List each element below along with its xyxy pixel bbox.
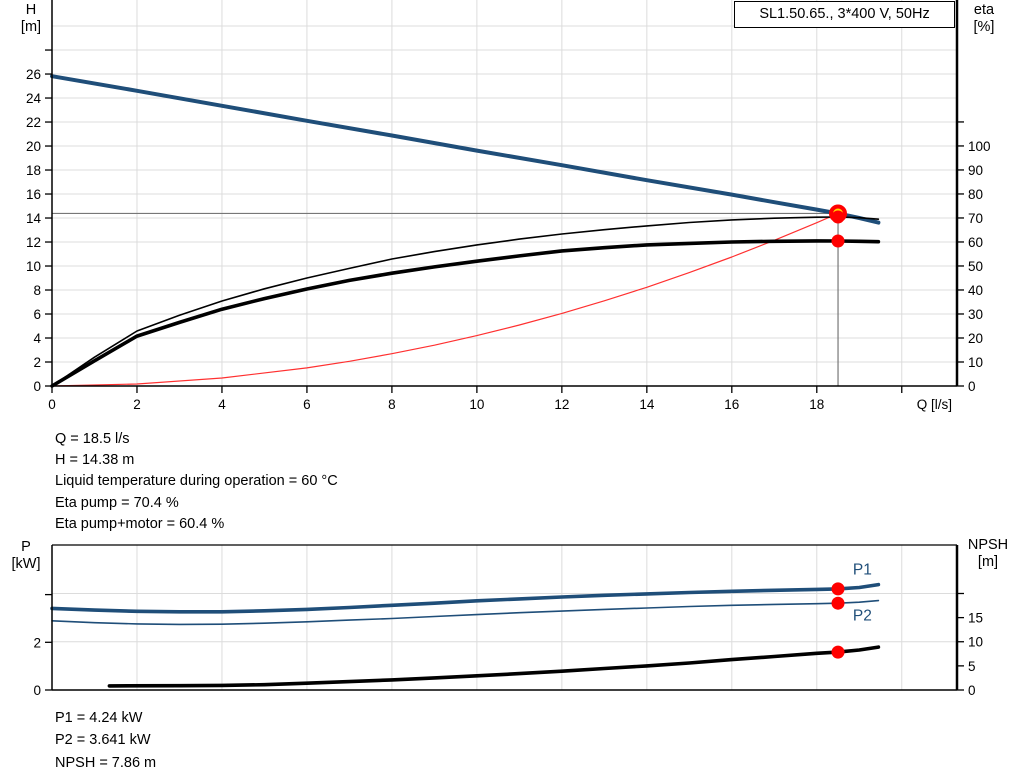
marker-npsh-operating-point[interactable] bbox=[831, 645, 845, 659]
pump-type-label: SL1.50.65., 3*400 V, 50Hz bbox=[759, 6, 930, 22]
annotation-p2: P2 bbox=[853, 607, 872, 624]
duty-point-readouts: Q = 18.5 l/s H = 14.38 m Liquid temperat… bbox=[55, 429, 338, 535]
head-axis-unit: [m] bbox=[20, 19, 42, 35]
readout-eta-pump: Eta pump = 70.4 % bbox=[55, 494, 179, 511]
eta-axis-symbol: eta bbox=[973, 2, 995, 18]
left-tick-label: 0 bbox=[33, 683, 41, 698]
right-tick-label: 5 bbox=[968, 659, 976, 674]
left-tick-label: 6 bbox=[33, 307, 41, 322]
right-tick-label: 0 bbox=[968, 379, 976, 394]
power-axis-symbol: P bbox=[21, 539, 31, 555]
right-tick-label: 70 bbox=[968, 211, 983, 226]
right-tick-label: 15 bbox=[968, 611, 983, 626]
marker-p1-operating-point[interactable] bbox=[831, 582, 845, 596]
right-tick-label: 50 bbox=[968, 259, 983, 274]
marker-eta-pump-motor-operating-point[interactable] bbox=[831, 234, 845, 248]
curve-system-curve[interactable] bbox=[51, 212, 839, 387]
x-tick-label: 6 bbox=[303, 397, 311, 412]
npsh-axis-title: NPSH [m] bbox=[956, 537, 1020, 571]
power-axis-unit: [kW] bbox=[11, 556, 41, 572]
head-axis-title: H [m] bbox=[10, 2, 52, 36]
readout-eta-pump-motor: Eta pump+motor = 60.4 % bbox=[55, 515, 225, 532]
left-tick-label: 4 bbox=[33, 331, 41, 346]
eta-axis-unit: [%] bbox=[973, 19, 995, 35]
readout-npsh: NPSH = 7.86 m bbox=[55, 754, 157, 771]
left-tick-label: 0 bbox=[33, 379, 41, 394]
left-tick-label: 20 bbox=[26, 139, 41, 154]
right-tick-label: 10 bbox=[968, 635, 983, 650]
x-tick-label: 12 bbox=[554, 397, 569, 412]
x-tick-label: 0 bbox=[48, 397, 56, 412]
left-tick-label: 2 bbox=[33, 355, 41, 370]
readout-liquid-temperature: Liquid temperature during operation = 60… bbox=[55, 473, 338, 490]
marker-p2-operating-point[interactable] bbox=[831, 596, 845, 610]
left-tick-label: 8 bbox=[33, 283, 41, 298]
eta-axis-title: eta [%] bbox=[961, 2, 1007, 36]
left-tick-label: 26 bbox=[26, 67, 41, 82]
power-axis-title: P [kW] bbox=[2, 539, 50, 573]
right-tick-label: 80 bbox=[968, 187, 983, 202]
curve-eta-pump[interactable] bbox=[51, 216, 880, 387]
curve-npsh[interactable] bbox=[107, 645, 881, 688]
readout-p1: P1 = 4.24 kW bbox=[55, 710, 143, 726]
readout-head: H = 14.38 m bbox=[55, 452, 135, 469]
x-tick-label: 16 bbox=[724, 397, 739, 412]
curve-power-p2[interactable] bbox=[51, 599, 880, 626]
curve-power-p1[interactable] bbox=[50, 582, 881, 614]
pump-type-legend: SL1.50.65., 3*400 V, 50Hz bbox=[734, 1, 955, 28]
left-tick-label: 18 bbox=[26, 163, 41, 178]
npsh-axis-symbol: NPSH bbox=[967, 537, 1009, 553]
curve-eta-pump-motor[interactable] bbox=[50, 239, 881, 388]
x-axis-label: Q [l/s] bbox=[917, 397, 952, 412]
marker-eta-pump-operating-point[interactable] bbox=[831, 210, 845, 224]
left-tick-label: 2 bbox=[33, 635, 41, 650]
right-tick-label: 60 bbox=[968, 235, 983, 250]
right-tick-label: 10 bbox=[968, 355, 983, 370]
readout-flow: Q = 18.5 l/s bbox=[55, 431, 130, 447]
npsh-axis-unit: [m] bbox=[977, 554, 999, 570]
readout-p2: P2 = 3.641 kW bbox=[55, 732, 151, 749]
x-tick-label: 10 bbox=[469, 397, 484, 412]
right-tick-label: 90 bbox=[968, 163, 983, 178]
right-tick-label: 20 bbox=[968, 331, 983, 346]
right-tick-label: 100 bbox=[968, 139, 991, 154]
x-tick-label: 4 bbox=[218, 397, 226, 412]
x-tick-label: 8 bbox=[388, 397, 396, 412]
head-axis-symbol: H bbox=[25, 2, 37, 18]
left-tick-label: 16 bbox=[26, 187, 41, 202]
left-tick-label: 10 bbox=[26, 259, 41, 274]
annotation-p1: P1 bbox=[853, 561, 872, 578]
right-tick-label: 0 bbox=[968, 683, 976, 698]
left-tick-label: 14 bbox=[26, 211, 42, 226]
x-tick-label: 2 bbox=[133, 397, 141, 412]
power-npsh-readouts: P1 = 4.24 kW P2 = 3.641 kW NPSH = 7.86 m bbox=[55, 707, 156, 774]
x-tick-label: 14 bbox=[639, 397, 655, 412]
right-tick-label: 40 bbox=[968, 283, 983, 298]
x-tick-label: 18 bbox=[809, 397, 824, 412]
left-tick-label: 22 bbox=[26, 115, 41, 130]
left-tick-label: 12 bbox=[26, 235, 41, 250]
right-tick-label: 30 bbox=[968, 307, 983, 322]
left-tick-label: 24 bbox=[26, 91, 42, 106]
